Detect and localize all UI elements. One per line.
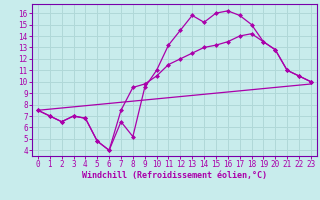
X-axis label: Windchill (Refroidissement éolien,°C): Windchill (Refroidissement éolien,°C) <box>82 171 267 180</box>
